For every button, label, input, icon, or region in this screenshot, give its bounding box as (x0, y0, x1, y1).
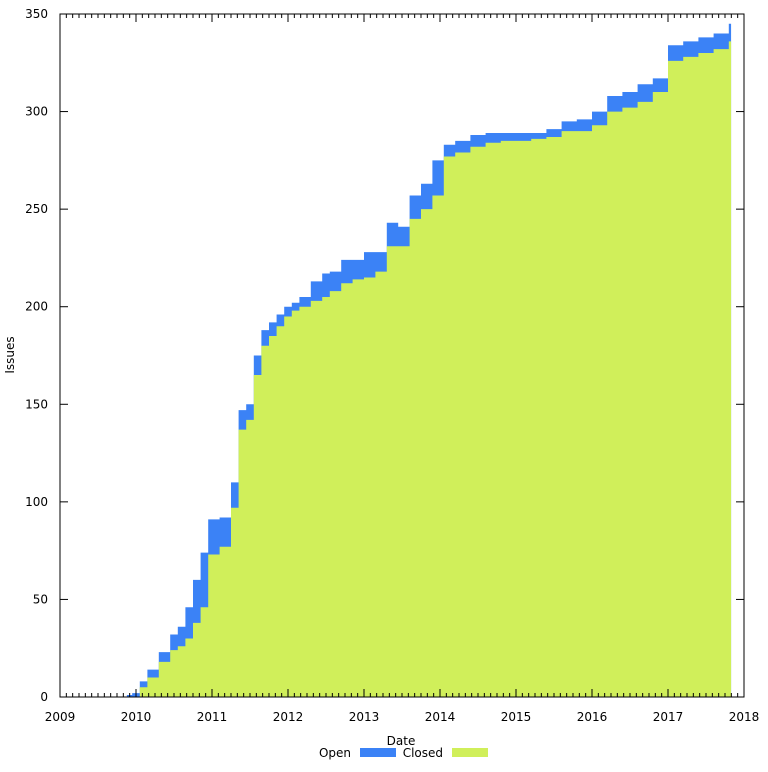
y-tick-label: 200 (25, 300, 48, 314)
y-axis-label: Issues (3, 336, 17, 373)
x-tick-label: 2017 (653, 710, 684, 724)
area-layer (126, 23, 732, 698)
y-tick-label: 350 (25, 7, 48, 21)
legend-label-closed: Closed (403, 746, 443, 760)
y-tick-label: 0 (40, 690, 48, 704)
x-tick-label: 2012 (273, 710, 304, 724)
x-tick-label: 2016 (577, 710, 608, 724)
y-tick-label: 300 (25, 105, 48, 119)
legend-label-open: Open (319, 746, 351, 760)
y-tick-label: 250 (25, 202, 48, 216)
axis-layer: 2009 2010 2011 2012 2013 2014 2015 2016 2017 2018… (25, 7, 759, 724)
y-tick-label: 100 (25, 495, 48, 509)
legend-swatch-closed (452, 748, 488, 757)
x-tick-label: 2014 (425, 710, 456, 724)
x-tick-label: 2010 (121, 710, 152, 724)
y-tick-label: 150 (25, 397, 48, 411)
x-tick-label: 2009 (45, 710, 76, 724)
x-tick-label: 2015 (501, 710, 532, 724)
x-axis-label: Date (387, 734, 416, 748)
series-closed-area (126, 41, 732, 697)
x-tick-label: 2011 (197, 710, 228, 724)
legend: Open Closed (319, 746, 488, 760)
y-tick-label: 50 (33, 592, 48, 606)
x-tick-label: 2013 (349, 710, 380, 724)
x-tick-label: 2018 (729, 710, 760, 724)
legend-swatch-open (360, 748, 396, 757)
